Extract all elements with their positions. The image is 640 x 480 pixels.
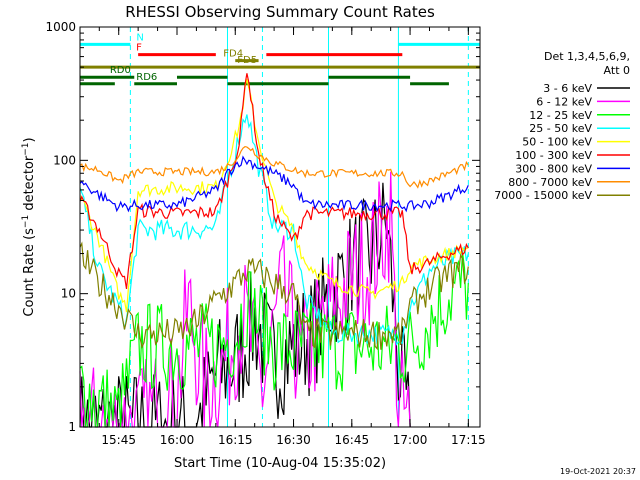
legend-header-attenuator: Att 0 — [604, 64, 630, 77]
flag-label-n: N — [136, 32, 143, 43]
flag-label-fd5: FD5 — [237, 55, 257, 66]
series-line-1 — [79, 171, 411, 428]
legend-label-6: 300 - 800 keV — [515, 162, 592, 175]
flag-label-rd0: RD0 — [110, 65, 131, 76]
legend-label-3: 25 - 50 keV — [529, 122, 592, 135]
legend-header-detectors: Det 1,3,4,5,6,9, — [544, 50, 630, 63]
y-tick-label-3: 1000 — [45, 20, 76, 34]
flag-label-f: F — [136, 43, 142, 54]
legend-label-5: 100 - 300 keV — [515, 149, 592, 162]
flag-label-rd6: RD6 — [136, 72, 157, 83]
x-tick-label-1: 16:00 — [160, 433, 195, 447]
x-tick-label-0: 15:45 — [101, 433, 136, 447]
series-line-5 — [79, 73, 469, 289]
timestamp: 19-Oct-2021 20:37 — [560, 467, 636, 476]
x-tick-label-5: 17:00 — [393, 433, 428, 447]
legend-label-1: 6 - 12 keV — [536, 95, 592, 108]
legend-label-0: 3 - 6 keV — [543, 82, 592, 95]
series-line-8 — [79, 241, 469, 351]
x-tick-label-2: 16:15 — [218, 433, 253, 447]
axes: 15:45 16:00 16:15 16:30 16:45 17:00 17:15 1 10 10… — [45, 20, 485, 447]
plot-frame — [79, 26, 481, 428]
series-line-2 — [79, 251, 469, 428]
series-line-0 — [79, 182, 411, 428]
legend-label-2: 12 - 25 keV — [529, 109, 592, 122]
series-line-6 — [79, 155, 469, 213]
x-tick-label-3: 16:30 — [276, 433, 311, 447]
legend-label-8: 7000 - 15000 keV — [494, 189, 592, 202]
legend-label-4: 50 - 100 keV — [522, 136, 592, 149]
series-line-7 — [79, 145, 469, 189]
x-axis-label: Start Time (10-Aug-04 15:35:02) — [174, 456, 386, 471]
x-tick-label-6: 17:15 — [451, 433, 486, 447]
y-tick-label-2: 100 — [53, 153, 76, 167]
y-tick-label-1: 10 — [61, 287, 76, 301]
series-line-4 — [79, 79, 469, 313]
series-line-3 — [79, 114, 469, 346]
y-axis-label: Count Rate (s−1 detector−1) — [21, 137, 37, 316]
x-tick-label-4: 16:45 — [335, 433, 370, 447]
legend-label-7: 800 - 7000 keV — [508, 176, 592, 189]
y-tick-label-0: 1 — [68, 420, 76, 434]
flag-label-fd4: FD4 — [223, 49, 243, 60]
chart-title: RHESSI Observing Summary Count Rates — [125, 3, 435, 21]
